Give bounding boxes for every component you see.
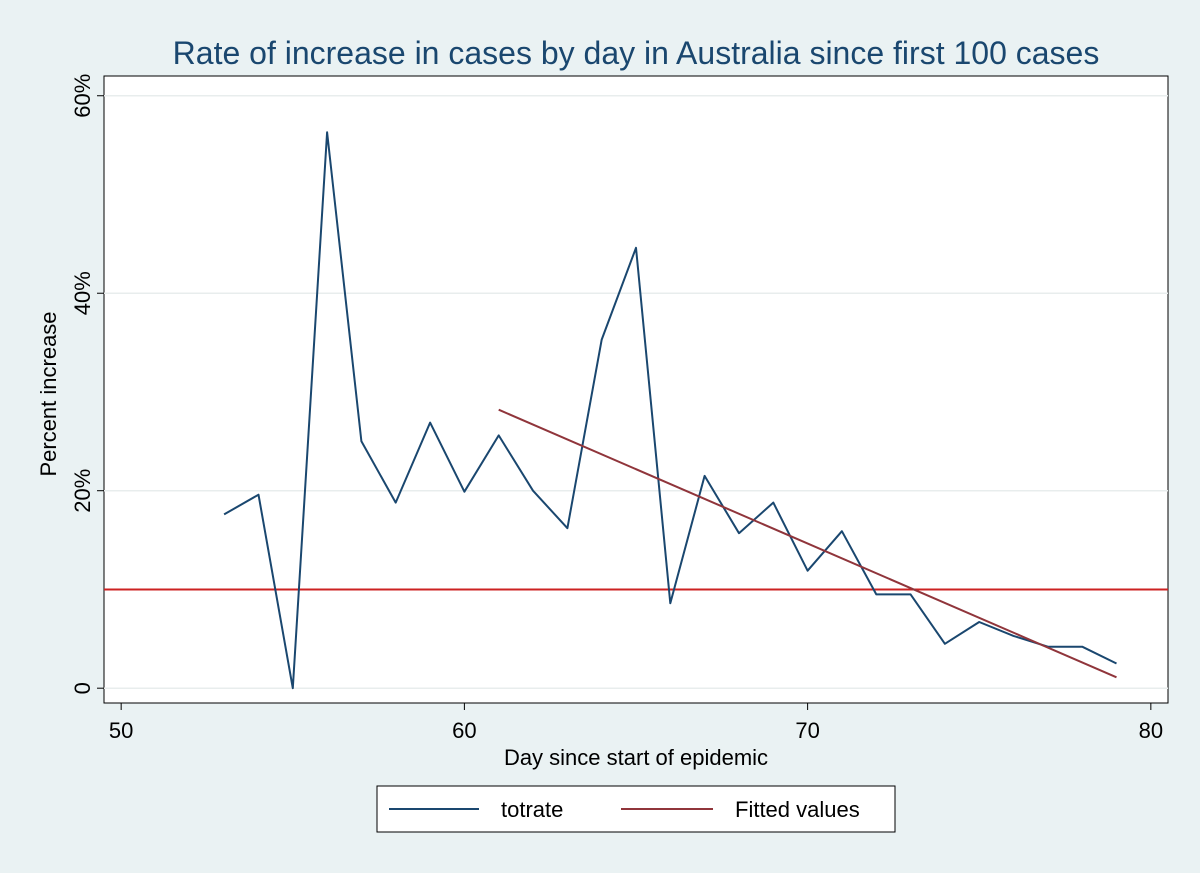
- x-tick-label: 70: [795, 718, 819, 743]
- chart-title: Rate of increase in cases by day in Aust…: [173, 35, 1100, 71]
- y-tick-label: 0: [70, 682, 95, 694]
- legend-label-fitted-values: Fitted values: [735, 797, 860, 822]
- plot-area: [103, 75, 1169, 704]
- series-line-fitted-values: [498, 408, 1117, 679]
- x-axis-title: Day since start of epidemic: [504, 745, 768, 770]
- x-tick-label: 50: [109, 718, 133, 743]
- axes: 0 20% 40% 60% 50 60 70 80: [70, 74, 1163, 743]
- y-tick-label: 60%: [70, 74, 95, 118]
- y-axis-title: Percent increase: [36, 311, 61, 476]
- y-tick-label: 40%: [70, 271, 95, 315]
- series-lines: [223, 131, 1117, 690]
- gridlines: [104, 94, 1168, 689]
- x-tick-label: 60: [452, 718, 476, 743]
- series-line-totrate: [223, 131, 1117, 690]
- legend-label-totrate: totrate: [501, 797, 563, 822]
- y-tick-label: 20%: [70, 469, 95, 513]
- x-tick-label: 80: [1139, 718, 1163, 743]
- legend: totrate Fitted values: [376, 785, 896, 833]
